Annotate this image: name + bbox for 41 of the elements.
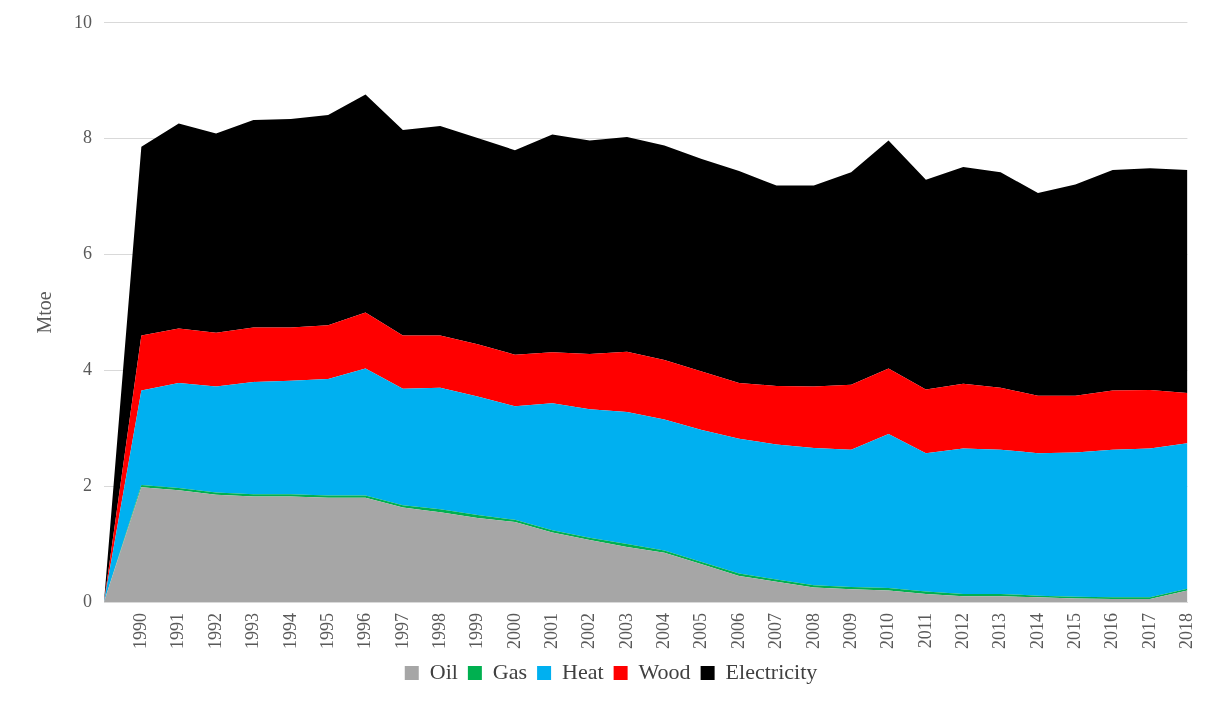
x-tick-label: 1991 [167,613,188,649]
x-tick-label: 2000 [503,613,524,649]
legend-label: Wood [638,658,691,684]
legend-label: Gas [492,658,528,684]
x-tick-label: 2017 [1138,613,1159,649]
x-tick-label: 2012 [951,613,972,649]
legend-label: Heat [562,658,604,684]
x-tick-label: 2016 [1101,613,1122,649]
x-tick-label: 2008 [802,613,823,649]
x-tick-label: 2003 [615,613,636,649]
y-tick-label: 0 [83,590,92,611]
x-tick-label: 1999 [466,613,487,649]
y-axis-title: Mtoe [33,291,56,334]
y-tick-label: 10 [74,11,92,32]
x-tick-label: 2002 [578,613,599,649]
x-tick-label: 1996 [354,613,375,649]
x-tick-label: 2001 [541,613,562,649]
legend-label: Oil [429,658,458,684]
y-tick-label: 6 [83,243,92,264]
y-tick-label: 8 [83,127,92,148]
x-tick-label: 1997 [391,613,412,649]
x-tick-label: 2007 [765,613,786,649]
x-tick-label: 1993 [242,613,263,649]
x-tick-label: 2013 [989,613,1010,649]
x-tick-label: 2004 [653,613,674,649]
x-tick-label: 2010 [877,613,898,649]
legend-label: Electricity [725,658,818,684]
x-tick-label: 2015 [1064,613,1085,649]
x-tick-label: 1995 [316,613,337,649]
y-tick-label: 4 [83,359,92,380]
x-tick-label: 2014 [1026,613,1047,649]
x-tick-label: 2005 [690,613,711,649]
x-tick-label: 1992 [204,613,225,649]
x-tick-label: 2009 [839,613,860,649]
x-tick-label: 1990 [130,613,151,649]
x-tick-label: 2018 [1176,613,1197,649]
x-tick-label: 2011 [914,613,935,649]
x-tick-label: 1998 [428,613,449,649]
x-tick-label: 2006 [727,613,748,649]
x-tick-label: 1994 [279,613,300,649]
y-tick-label: 2 [83,474,92,495]
